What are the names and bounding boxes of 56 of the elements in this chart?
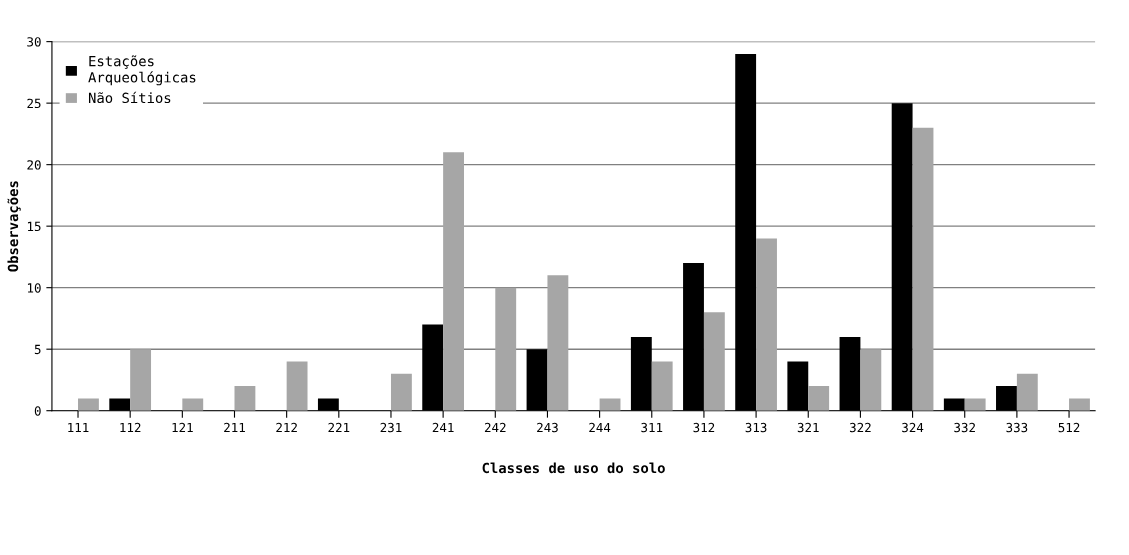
bar (495, 287, 517, 411)
bar (286, 361, 308, 411)
x-tick-label: 221 (328, 422, 350, 433)
bar (651, 361, 673, 411)
y-tick-label: 5 (34, 344, 41, 355)
x-tick-label: 312 (693, 422, 715, 433)
x-tick-label: 311 (641, 422, 663, 433)
bar (703, 312, 725, 411)
x-tick-label: 321 (797, 422, 819, 433)
bar (443, 152, 464, 411)
y-tick-label: 15 (27, 221, 41, 232)
y-tick-label: 0 (34, 406, 41, 416)
bar (130, 349, 152, 411)
bar (390, 373, 412, 411)
bar (912, 127, 934, 411)
bar (78, 398, 99, 411)
x-tick-label: 211 (224, 422, 245, 433)
bar (599, 398, 621, 411)
x-tick-label: 111 (68, 422, 89, 433)
legend-label: Estações Arqueológicas (88, 55, 196, 86)
x-tick-label: 322 (849, 422, 871, 433)
bar (547, 275, 569, 411)
x-tick-label: 231 (380, 422, 402, 433)
bar (1069, 398, 1090, 411)
y-tick-label: 30 (27, 37, 41, 47)
bar (735, 53, 757, 411)
x-tick-label: 244 (589, 422, 611, 433)
bar (808, 386, 830, 411)
x-tick-label: 512 (1058, 422, 1080, 433)
bar (756, 238, 777, 411)
x-tick-label: 121 (172, 422, 193, 433)
bar (839, 336, 861, 411)
x-tick-label: 313 (745, 422, 767, 433)
y-tick-label: 10 (27, 283, 41, 293)
bar (964, 398, 986, 411)
y-axis-title: Observações (7, 181, 21, 272)
legend-label: Não Sítios (88, 91, 171, 104)
x-tick-label: 333 (1006, 422, 1028, 433)
x-tick-label: 243 (537, 422, 558, 433)
x-tick-label: 332 (954, 422, 975, 433)
bar (182, 398, 204, 411)
bar (526, 349, 548, 411)
x-tick-label: 241 (432, 422, 454, 433)
bar (860, 349, 882, 411)
y-tick-label: 20 (27, 160, 41, 170)
bar (787, 361, 809, 411)
bar (1016, 373, 1038, 411)
bar (422, 324, 444, 411)
x-tick-label: 242 (484, 422, 506, 433)
x-tick-label: 212 (276, 422, 297, 433)
bar (234, 386, 256, 411)
x-axis-title: Classes de uso do solo (482, 462, 665, 474)
x-tick-label: 324 (902, 422, 924, 433)
bar (109, 398, 131, 411)
x-tick-label: 112 (120, 422, 141, 433)
y-tick-label: 25 (27, 98, 41, 109)
